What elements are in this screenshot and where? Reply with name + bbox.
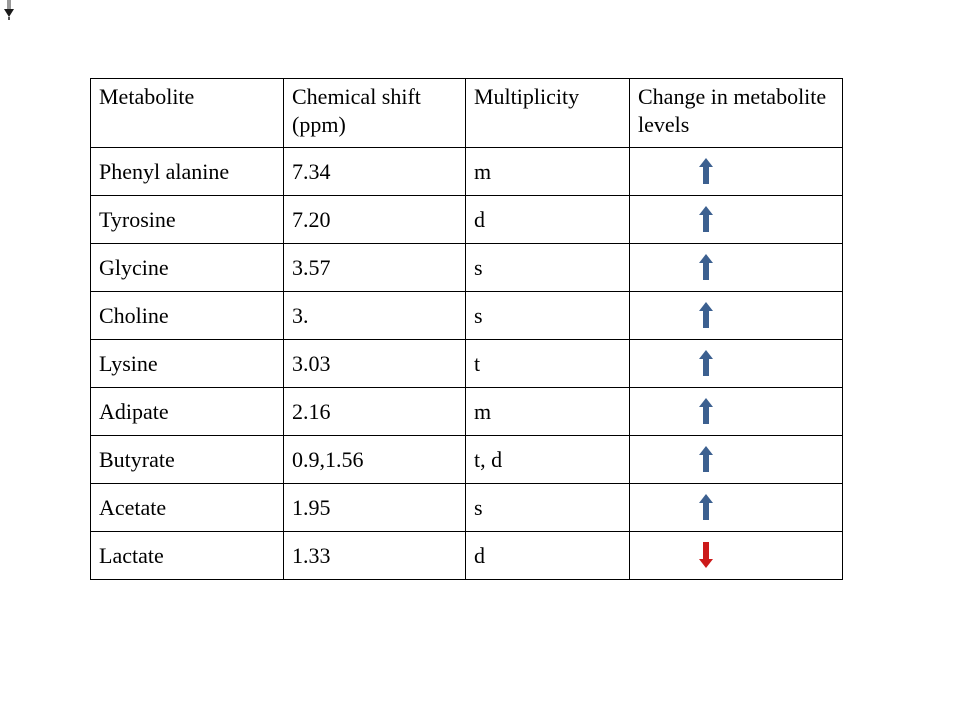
cell-multiplicity: t, d [465,435,630,484]
table-row: Glycine 3.57 s [90,243,843,292]
cell-chemical-shift: 1.33 [283,531,466,580]
cell-metabolite: Butyrate [90,435,284,484]
up-arrow-icon [699,349,713,376]
cell-change [629,243,843,292]
col-header-metabolite: Metabolite [90,78,284,148]
cell-change [629,435,843,484]
cell-metabolite: Tyrosine [90,195,284,244]
cursor-artifact-down-arrow-icon [3,0,14,22]
table-row: Phenyl alanine 7.34 m [90,147,843,196]
table-row: Tyrosine 7.20 d [90,195,843,244]
cell-multiplicity: d [465,531,630,580]
cell-chemical-shift: 7.34 [283,147,466,196]
cell-multiplicity: m [465,147,630,196]
up-arrow-icon [699,205,713,232]
cell-chemical-shift: 3. [283,291,466,340]
col-header-multiplicity: Multiplicity [465,78,630,148]
cell-chemical-shift: 0.9,1.56 [283,435,466,484]
cell-change [629,483,843,532]
table-row: Lysine 3.03 t [90,339,843,388]
cell-metabolite: Lactate [90,531,284,580]
cell-multiplicity: s [465,243,630,292]
cell-chemical-shift: 1.95 [283,483,466,532]
cell-change [629,339,843,388]
col-header-change-in-levels: Change in metabolite levels [629,78,843,148]
table-row: Choline 3. s [90,291,843,340]
cell-chemical-shift: 2.16 [283,387,466,436]
cell-metabolite: Adipate [90,387,284,436]
up-arrow-icon [699,157,713,184]
cell-change [629,387,843,436]
cell-chemical-shift: 7.20 [283,195,466,244]
cell-metabolite: Choline [90,291,284,340]
table-row: Lactate 1.33 d [90,531,843,580]
cell-change [629,147,843,196]
up-arrow-icon [699,445,713,472]
cell-change [629,531,843,580]
cell-metabolite: Lysine [90,339,284,388]
cell-metabolite: Phenyl alanine [90,147,284,196]
cursor-artifact-arrowhead [3,9,14,17]
cursor-artifact-bar [6,0,11,9]
table-row: Adipate 2.16 m [90,387,843,436]
up-arrow-icon [699,301,713,328]
cell-chemical-shift: 3.03 [283,339,466,388]
cell-multiplicity: s [465,483,630,532]
table-row: Butyrate 0.9,1.56 t, d [90,435,843,484]
cell-metabolite: Glycine [90,243,284,292]
cell-change [629,195,843,244]
metabolite-table: Metabolite Chemical shift (ppm) Multipli… [90,78,843,580]
table-header: Metabolite Chemical shift (ppm) Multipli… [90,78,843,148]
cell-chemical-shift: 3.57 [283,243,466,292]
cell-multiplicity: m [465,387,630,436]
table-row: Acetate 1.95 s [90,483,843,532]
cursor-artifact-tail [7,17,10,20]
up-arrow-icon [699,493,713,520]
cell-multiplicity: d [465,195,630,244]
table-body: Phenyl alanine 7.34 m Tyrosine 7.20 d Glycine 3… [90,147,843,580]
cell-change [629,291,843,340]
cell-metabolite: Acetate [90,483,284,532]
cell-multiplicity: s [465,291,630,340]
cell-multiplicity: t [465,339,630,388]
col-header-chemical-shift: Chemical shift (ppm) [283,78,466,148]
up-arrow-icon [699,397,713,424]
up-arrow-icon [699,253,713,280]
down-arrow-icon [699,541,713,568]
header-row: Metabolite Chemical shift (ppm) Multipli… [90,78,843,148]
